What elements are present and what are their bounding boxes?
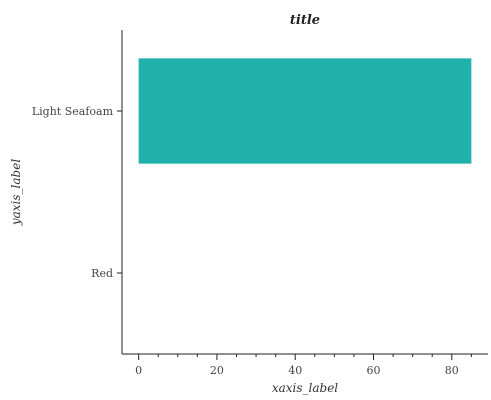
x-tick-label: 60 — [367, 364, 381, 377]
x-axis-label: xaxis_label — [272, 381, 338, 395]
bars-group — [138, 58, 472, 164]
x-ticks-group: 0 20 40 60 80 — [135, 354, 472, 377]
y-tick-label: Red — [91, 267, 113, 280]
y-axis-label: yaxis_label — [9, 159, 23, 226]
chart-title: title — [290, 13, 320, 28]
bar-light-seafoam — [138, 58, 472, 164]
x-tick-label: 80 — [445, 364, 459, 377]
x-tick-label: 20 — [210, 364, 224, 377]
y-ticks-group: Red Light Seafoam — [32, 105, 122, 280]
x-tick-label: 0 — [135, 364, 142, 377]
y-tick-label: Light Seafoam — [32, 105, 114, 118]
x-tick-label: 40 — [288, 364, 302, 377]
